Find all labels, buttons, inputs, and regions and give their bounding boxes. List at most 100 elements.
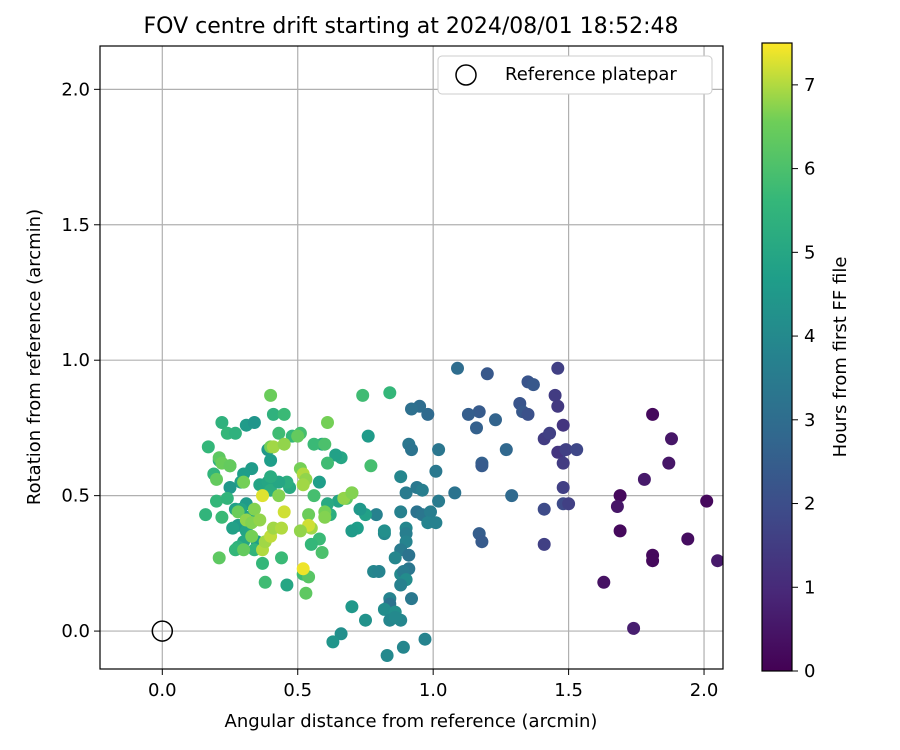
data-point <box>304 537 318 551</box>
data-point <box>369 508 383 522</box>
data-point <box>293 524 307 538</box>
data-point <box>247 416 261 429</box>
colorbar-ticks: 0 1 2 3 4 5 6 7 <box>792 75 815 682</box>
data-point <box>299 586 313 600</box>
colorbar-tick-label: 1 <box>804 577 815 598</box>
colorbar: 0 1 2 3 4 5 6 7 Hours from first FF file <box>761 42 851 682</box>
data-point <box>662 456 676 470</box>
data-point <box>296 562 310 576</box>
reference-platepar-marker <box>151 620 174 642</box>
data-point <box>499 443 513 457</box>
data-point <box>470 421 483 435</box>
data-point <box>380 649 394 662</box>
data-point <box>451 361 464 375</box>
x-axis-ticks: 0.0 0.5 1.0 1.5 2.0 <box>148 669 718 701</box>
data-point <box>231 505 245 519</box>
data-point <box>215 416 229 429</box>
data-point <box>307 437 321 451</box>
colorbar-gradient <box>761 42 793 672</box>
data-point <box>377 602 391 616</box>
data-point <box>424 505 437 519</box>
data-point <box>361 429 375 443</box>
data-point <box>405 402 418 416</box>
data-point <box>275 521 288 535</box>
colorbar-tick-label: 3 <box>804 410 815 431</box>
data-point <box>396 640 410 654</box>
data-point <box>228 426 242 440</box>
data-point <box>505 489 519 503</box>
legend-label-reference: Reference platepar <box>505 64 677 85</box>
data-point <box>264 470 278 484</box>
grid-lines <box>100 46 723 669</box>
x-tick-label: 0.5 <box>283 680 312 701</box>
data-point <box>321 416 334 429</box>
colorbar-label: Hours from first FF file <box>830 257 851 458</box>
data-point <box>315 546 329 559</box>
data-point <box>329 448 343 462</box>
data-point <box>247 502 261 516</box>
y-axis-ticks: 0.0 0.5 1.0 1.5 2.0 <box>61 79 100 642</box>
data-point <box>415 483 429 497</box>
data-point <box>277 437 291 451</box>
colorbar-tick-label: 2 <box>804 494 815 515</box>
data-point <box>212 551 226 565</box>
data-point <box>199 508 213 522</box>
colorbar-tick-label: 5 <box>804 242 815 263</box>
data-point <box>272 489 286 503</box>
data-point <box>383 386 397 400</box>
data-point <box>334 627 348 641</box>
data-point <box>405 592 418 606</box>
data-point <box>318 510 332 524</box>
data-point <box>226 521 240 535</box>
data-point <box>321 456 334 470</box>
data-point <box>429 464 443 478</box>
data-point <box>597 575 611 589</box>
data-point <box>537 502 551 516</box>
y-tick-label: 2.0 <box>61 79 90 100</box>
data-point <box>429 516 443 530</box>
data-point <box>556 481 570 494</box>
data-point <box>475 535 489 549</box>
data-point <box>272 426 286 440</box>
data-point <box>526 378 540 392</box>
data-point <box>210 472 223 486</box>
data-point <box>551 399 565 413</box>
data-point <box>388 551 402 565</box>
data-point <box>266 407 280 421</box>
data-points <box>199 361 723 662</box>
data-point <box>264 453 278 467</box>
colorbar-tick-label: 0 <box>804 661 815 682</box>
data-point <box>432 443 446 457</box>
data-point <box>353 502 367 516</box>
x-axis-label: Angular distance from reference (arcmin) <box>225 711 598 732</box>
data-point <box>543 426 557 440</box>
data-point <box>399 486 413 500</box>
data-point <box>318 437 332 451</box>
colorbar-tick-label: 7 <box>804 75 815 96</box>
data-point <box>312 475 326 489</box>
legend-box <box>437 55 713 95</box>
data-point <box>296 478 310 492</box>
data-point <box>570 443 584 457</box>
data-point <box>388 611 402 624</box>
data-point <box>421 407 435 421</box>
data-point <box>223 481 237 494</box>
x-tick-label: 0.0 <box>148 680 177 701</box>
chart-title: FOV centre drift starting at 2024/08/01 … <box>144 14 679 39</box>
data-point <box>215 510 229 524</box>
data-point <box>223 459 237 473</box>
data-point <box>537 537 551 551</box>
data-point <box>681 532 695 546</box>
data-point <box>548 388 562 402</box>
data-point <box>326 635 340 649</box>
data-point <box>646 554 660 568</box>
data-point <box>489 413 502 427</box>
data-point <box>562 497 576 511</box>
data-point <box>372 565 386 578</box>
data-point <box>356 388 370 402</box>
data-point <box>556 418 570 432</box>
x-tick-label: 1.5 <box>554 680 583 701</box>
data-point <box>245 529 259 543</box>
data-point <box>627 621 641 635</box>
